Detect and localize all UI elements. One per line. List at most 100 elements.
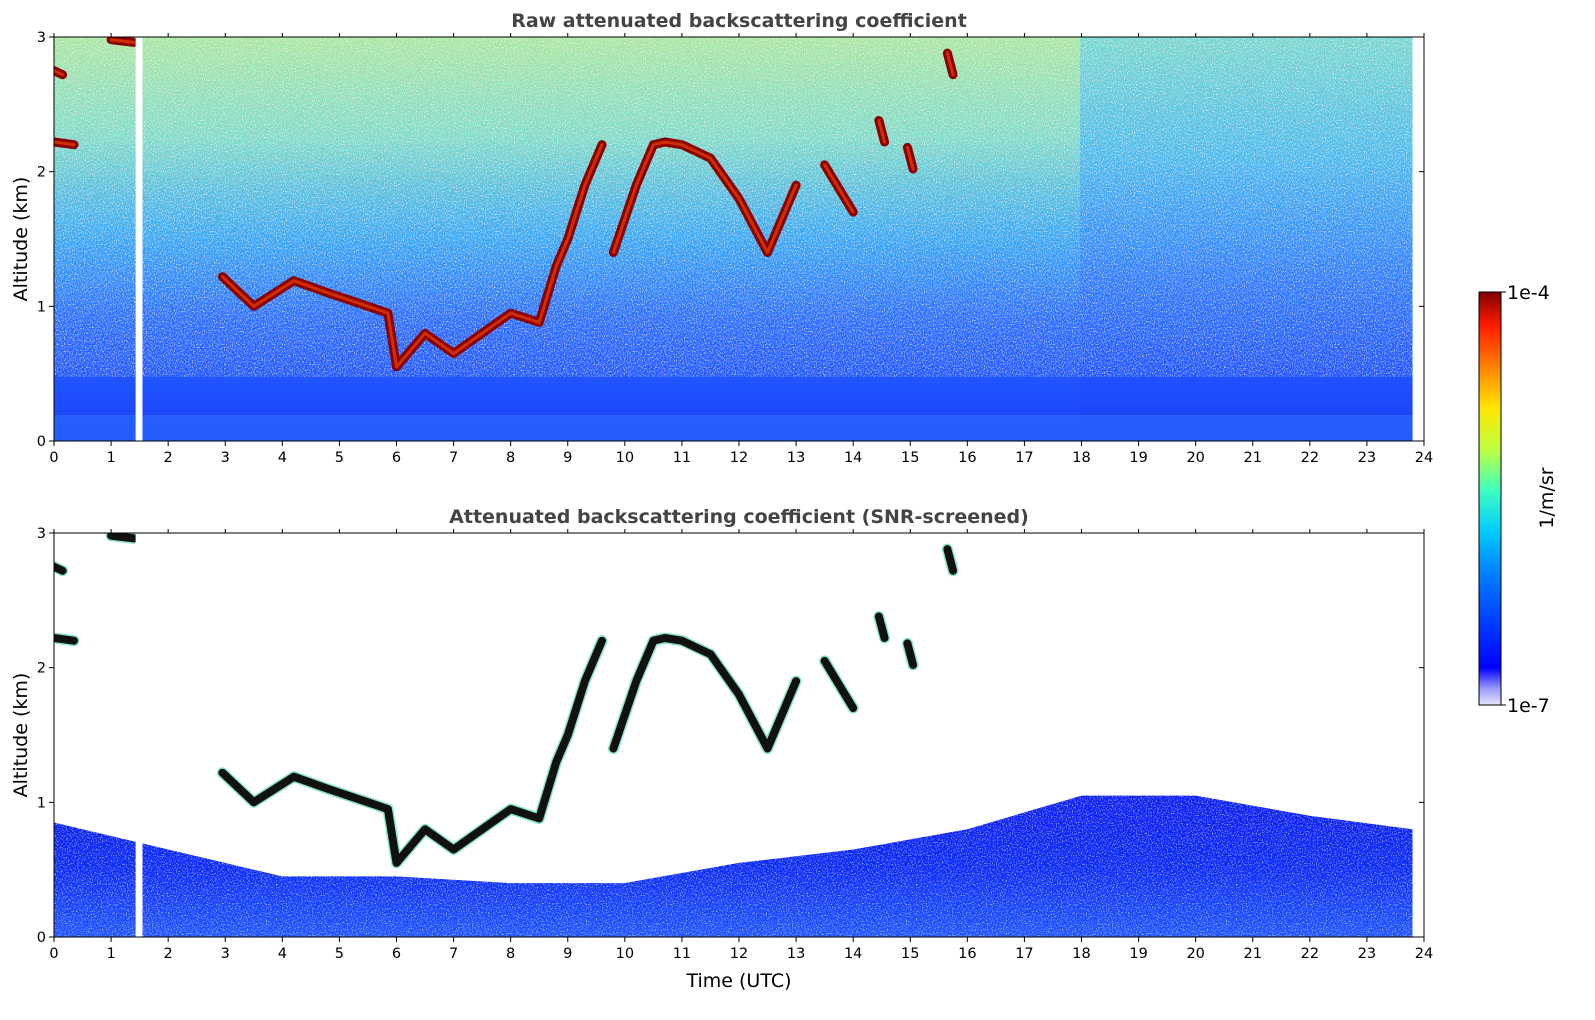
colorbar-unit-label: 1/m/sr — [1536, 467, 1558, 528]
y-tick-label: 3 — [37, 30, 46, 46]
backscatter-layer — [107, 533, 138, 543]
x-tick-label: 7 — [449, 450, 458, 466]
x-tick-label: 2 — [164, 946, 173, 962]
panel1-noise — [54, 37, 1414, 377]
panel2-y-label: Altitude (km) — [10, 673, 32, 798]
x-tick-label: 4 — [278, 450, 287, 466]
x-tick-label: 15 — [901, 450, 919, 466]
x-tick-label: 0 — [49, 450, 58, 466]
x-tick-label: 9 — [563, 946, 572, 962]
x-tick-label: 6 — [392, 946, 401, 962]
panel2-x-label: Time (UTC) — [685, 970, 791, 992]
x-tick-label: 1 — [106, 450, 115, 466]
panel2-region-speckle — [54, 795, 1413, 937]
x-tick-label: 13 — [787, 450, 805, 466]
x-tick-label: 19 — [1129, 450, 1147, 466]
x-tick-label: 9 — [563, 450, 572, 466]
x-tick-label: 11 — [673, 450, 691, 466]
panel1-title: Raw attenuated backscattering coefficien… — [511, 10, 967, 32]
x-tick-label: 18 — [1072, 946, 1090, 962]
panel2-layers — [54, 533, 959, 869]
panel2-nodata-end — [1412, 533, 1424, 937]
x-tick-label: 17 — [1015, 450, 1033, 466]
panel1-y-axis: 0 1 2 3 — [37, 30, 1424, 450]
panel1-data-gap — [135, 37, 143, 441]
x-tick-label: 22 — [1301, 946, 1319, 962]
panel2-title: Attenuated backscattering coefficient (S… — [449, 506, 1029, 528]
x-tick-label: 12 — [730, 450, 748, 466]
x-tick-label: 3 — [221, 450, 230, 466]
x-tick-label: 0 — [49, 946, 58, 962]
panel1-layers — [54, 37, 958, 372]
backscatter-layer — [874, 612, 889, 643]
x-tick-label: 4 — [278, 946, 287, 962]
y-tick-label: 3 — [37, 526, 46, 542]
colorbar-gradient — [1478, 291, 1502, 706]
x-tick-label: 22 — [1301, 450, 1319, 466]
backscatter-layer-core — [905, 145, 915, 171]
y-tick-label: 0 — [37, 434, 46, 450]
panel1-heatmap — [54, 37, 1424, 441]
x-tick-label: 13 — [787, 946, 805, 962]
x-tick-label: 21 — [1244, 450, 1262, 466]
backscatter-layer-edge — [216, 635, 608, 869]
backscatter-layer — [609, 634, 801, 753]
panel2-heatmap — [54, 533, 1424, 937]
panel1-y-label: Altitude (km) — [10, 177, 32, 302]
backscatter-layer-core — [220, 143, 604, 369]
x-tick-label: 11 — [673, 946, 691, 962]
x-tick-label: 12 — [730, 946, 748, 962]
backscatter-layer — [943, 545, 958, 575]
screened-backscatter-panel: Attenuated backscattering coefficient (S… — [10, 506, 1433, 992]
x-tick-label: 5 — [335, 450, 344, 466]
x-tick-label: 24 — [1415, 946, 1433, 962]
backscatter-layer-core — [54, 69, 65, 77]
y-tick-label: 0 — [37, 930, 46, 946]
backscatter-layer-core — [611, 140, 798, 254]
x-tick-label: 21 — [1244, 946, 1262, 962]
backscatter-layer — [54, 634, 78, 645]
backscatter-layer — [54, 562, 67, 575]
x-tick-label: 23 — [1358, 450, 1376, 466]
x-tick-label: 7 — [449, 946, 458, 962]
x-tick-label: 6 — [392, 450, 401, 466]
backscatter-layer — [820, 656, 858, 713]
x-tick-label: 14 — [844, 450, 862, 466]
x-tick-label: 24 — [1415, 450, 1433, 466]
backscatter-layer-core — [945, 51, 955, 77]
backscatter-layer-core — [54, 140, 76, 147]
panel1-near-ground — [54, 415, 1414, 441]
x-tick-label: 18 — [1072, 450, 1090, 466]
colorbar-min-label: 1e-7 — [1507, 695, 1550, 717]
x-tick-label: 19 — [1129, 946, 1147, 962]
x-tick-label: 1 — [106, 946, 115, 962]
panel2-x-axis: 0 1 2 3 4 5 6 7 8 9 10 11 12 13 14 15 16 17 18 19 20 21 22 23 24 — [49, 529, 1433, 962]
y-tick-label: 1 — [37, 299, 46, 315]
x-tick-label: 5 — [335, 946, 344, 962]
backscatter-layer-core — [823, 163, 855, 214]
x-tick-label: 10 — [616, 946, 634, 962]
x-tick-label: 17 — [1015, 946, 1033, 962]
y-tick-label: 1 — [37, 795, 46, 811]
x-tick-label: 8 — [506, 450, 515, 466]
colorbar: 1e-4 1e-7 1/m/sr — [1478, 282, 1558, 717]
backscatter-layer-core — [109, 38, 136, 44]
panel1-x-axis: 0 1 2 3 4 5 6 7 8 9 10 11 12 13 14 15 16 17 18 19 20 21 22 23 24 — [49, 33, 1433, 466]
panel2-data-gap — [135, 533, 143, 937]
x-tick-label: 8 — [506, 946, 515, 962]
backscatter-layer — [218, 636, 606, 867]
x-tick-label: 23 — [1358, 946, 1376, 962]
x-tick-label: 2 — [164, 450, 173, 466]
raw-backscatter-panel: Raw attenuated backscattering coefficien… — [10, 10, 1433, 466]
panel1-nodata-end — [1412, 37, 1424, 441]
backscatter-layer-core — [877, 118, 887, 144]
x-tick-label: 16 — [958, 946, 976, 962]
colorbar-max-label: 1e-4 — [1507, 282, 1550, 304]
x-tick-label: 3 — [221, 946, 230, 962]
x-tick-label: 10 — [616, 450, 634, 466]
x-tick-label: 20 — [1186, 946, 1204, 962]
panel2-y-axis: 0 1 2 3 — [37, 526, 1424, 946]
y-tick-label: 2 — [37, 661, 46, 677]
y-tick-label: 2 — [37, 165, 46, 181]
